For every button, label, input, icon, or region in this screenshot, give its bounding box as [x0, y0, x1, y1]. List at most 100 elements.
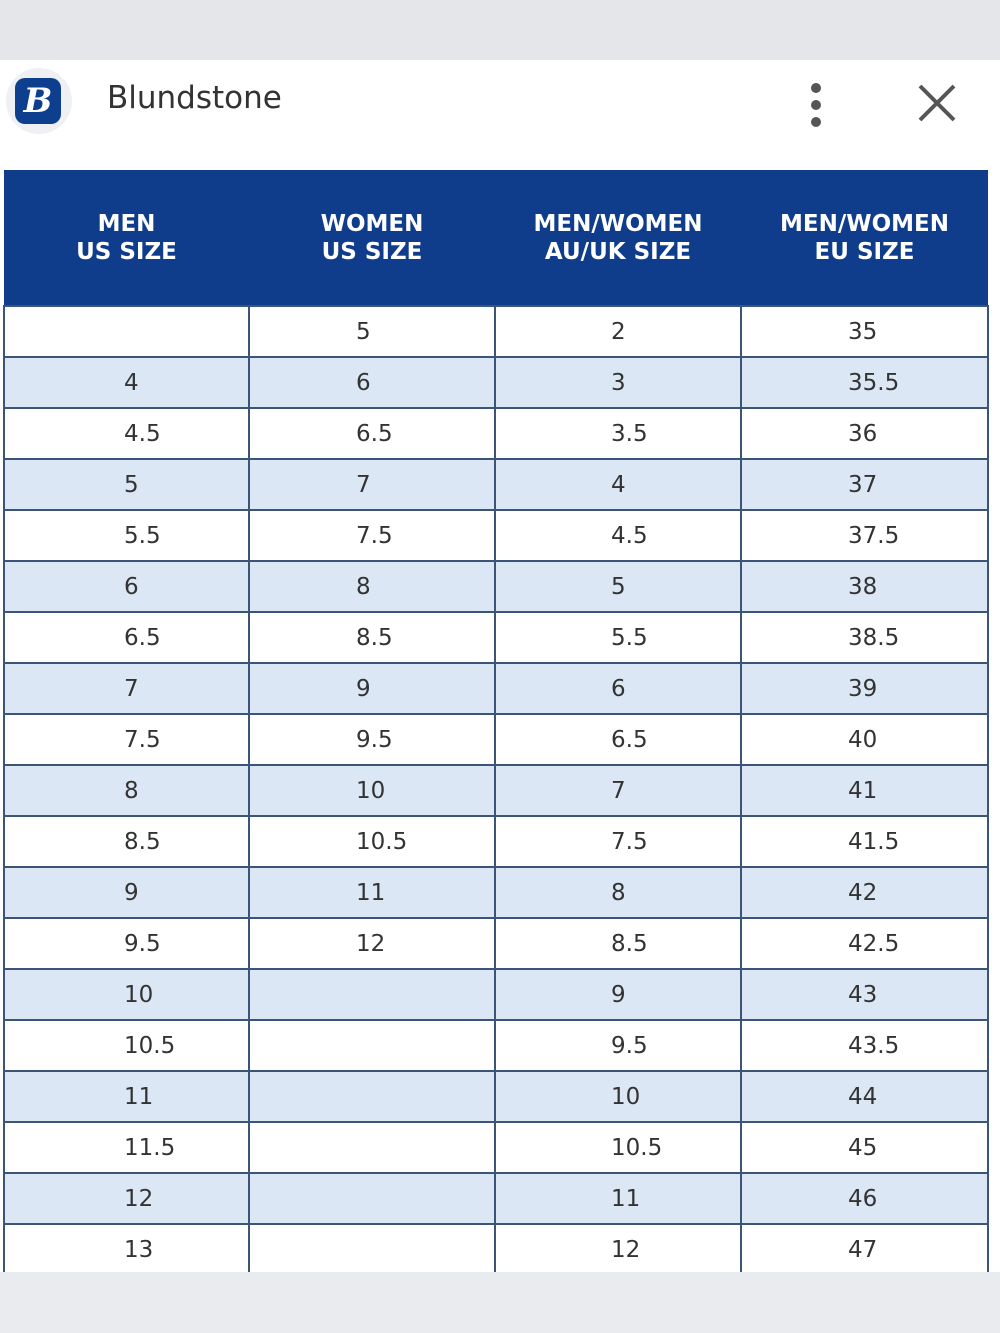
table-cell: 3	[494, 356, 742, 409]
table-cell: 45	[740, 1121, 989, 1174]
table-cell: 8	[494, 866, 742, 919]
table-cell: 42	[740, 866, 989, 919]
table-cell: 8.5	[494, 917, 742, 970]
cell-text: 6	[356, 369, 371, 396]
table-row: 11.5 10.5 45	[3, 1121, 989, 1174]
table-cell: 5	[494, 560, 742, 613]
cell-text: 11	[611, 1185, 641, 1212]
app-bar: B Blundstone	[0, 60, 1000, 170]
table-cell: 10	[494, 1070, 742, 1123]
cell-text: 5.5	[124, 522, 161, 549]
table-cell: 4	[494, 458, 742, 511]
table-cell: 40	[740, 713, 989, 766]
close-button[interactable]	[916, 82, 958, 124]
table-cell: 47	[740, 1223, 989, 1276]
header-line: MEN	[97, 210, 156, 237]
table-cell: 7	[3, 662, 250, 715]
column-header: MEN/WOMEN EU SIZE	[741, 170, 988, 306]
table-cell: 5.5	[494, 611, 742, 664]
cell-text: 9.5	[124, 930, 161, 957]
table-cell: 44	[740, 1070, 989, 1123]
table-row: 12 11 46	[3, 1172, 989, 1225]
cell-text: 37	[848, 471, 878, 498]
table-cell	[248, 1223, 496, 1276]
cell-text: 6	[124, 573, 139, 600]
table-cell: 8.5	[3, 815, 250, 868]
table-cell: 2	[494, 305, 742, 358]
logo-letter: B	[15, 78, 61, 124]
table-row: 7 9 6 39	[3, 662, 989, 715]
table-cell: 9	[248, 662, 496, 715]
header-line: US SIZE	[76, 238, 177, 265]
table-cell: 6.5	[494, 713, 742, 766]
table-cell: 4.5	[494, 509, 742, 562]
table-row: 8.5 10.5 7.5 41.5	[3, 815, 989, 868]
table-row: 9 11 8 42	[3, 866, 989, 919]
column-header: WOMEN US SIZE	[249, 170, 495, 306]
cell-text: 2	[611, 318, 626, 345]
table-cell	[248, 1019, 496, 1072]
table-row: 8 10 7 41	[3, 764, 989, 817]
table-cell: 11	[248, 866, 496, 919]
table-cell: 6.5	[3, 611, 250, 664]
cell-text: 10	[124, 981, 154, 1008]
cell-text: 41	[848, 777, 878, 804]
column-header: MEN/WOMEN AU/UK SIZE	[495, 170, 741, 306]
table-row: 7.5 9.5 6.5 40	[3, 713, 989, 766]
cell-text: 3.5	[611, 420, 648, 447]
cell-text: 12	[611, 1236, 641, 1263]
table-cell: 8	[3, 764, 250, 817]
table-cell: 6.5	[248, 407, 496, 460]
table-cell: 41	[740, 764, 989, 817]
table-cell: 39	[740, 662, 989, 715]
cell-text: 39	[848, 675, 878, 702]
menu-button[interactable]	[808, 82, 824, 128]
cell-text: 11	[124, 1083, 154, 1110]
cell-text: 42	[848, 879, 878, 906]
cell-text: 9.5	[356, 726, 393, 753]
cell-text: 44	[848, 1083, 878, 1110]
cell-text: 9	[356, 675, 371, 702]
table-cell: 7.5	[494, 815, 742, 868]
cell-text: 4	[611, 471, 626, 498]
cell-text: 47	[848, 1236, 878, 1263]
table-cell: 8.5	[248, 611, 496, 664]
cell-text: 8	[124, 777, 139, 804]
table-cell: 11	[3, 1070, 250, 1123]
cell-text: 46	[848, 1185, 878, 1212]
cell-text: 36	[848, 420, 878, 447]
cell-text: 6	[611, 675, 626, 702]
table-row: 4.5 6.5 3.5 36	[3, 407, 989, 460]
table-cell	[248, 1070, 496, 1123]
table-cell: 7.5	[248, 509, 496, 562]
cell-text: 42.5	[848, 930, 900, 957]
table-cell: 12	[3, 1172, 250, 1225]
size-table: MEN US SIZE WOMEN US SIZE MEN/WOMEN AU/UK SIZ…	[3, 170, 989, 1276]
table-cell	[3, 305, 250, 358]
table-cell: 35.5	[740, 356, 989, 409]
table-cell	[248, 1121, 496, 1174]
table-cell: 7	[494, 764, 742, 817]
table-cell: 38	[740, 560, 989, 613]
header-line: MEN/WOMEN	[533, 210, 703, 237]
table-cell	[248, 1172, 496, 1225]
table-cell: 9	[3, 866, 250, 919]
cell-text: 9	[124, 879, 139, 906]
table-cell: 11	[494, 1172, 742, 1225]
logo: B	[6, 68, 72, 134]
table-cell: 9.5	[494, 1019, 742, 1072]
cell-text: 8.5	[611, 930, 648, 957]
table-cell: 38.5	[740, 611, 989, 664]
table-cell: 12	[248, 917, 496, 970]
cell-text: 10.5	[124, 1032, 176, 1059]
table-row: 4 6 3 35.5	[3, 356, 989, 409]
table-cell: 10	[3, 968, 250, 1021]
table-row: 9.5 12 8.5 42.5	[3, 917, 989, 970]
header-line: US SIZE	[321, 238, 423, 265]
table-cell: 6	[3, 560, 250, 613]
table-cell: 9.5	[248, 713, 496, 766]
cell-text: 8.5	[356, 624, 393, 651]
cell-text: 3	[611, 369, 626, 396]
table-cell: 42.5	[740, 917, 989, 970]
cell-text: 11	[356, 879, 386, 906]
